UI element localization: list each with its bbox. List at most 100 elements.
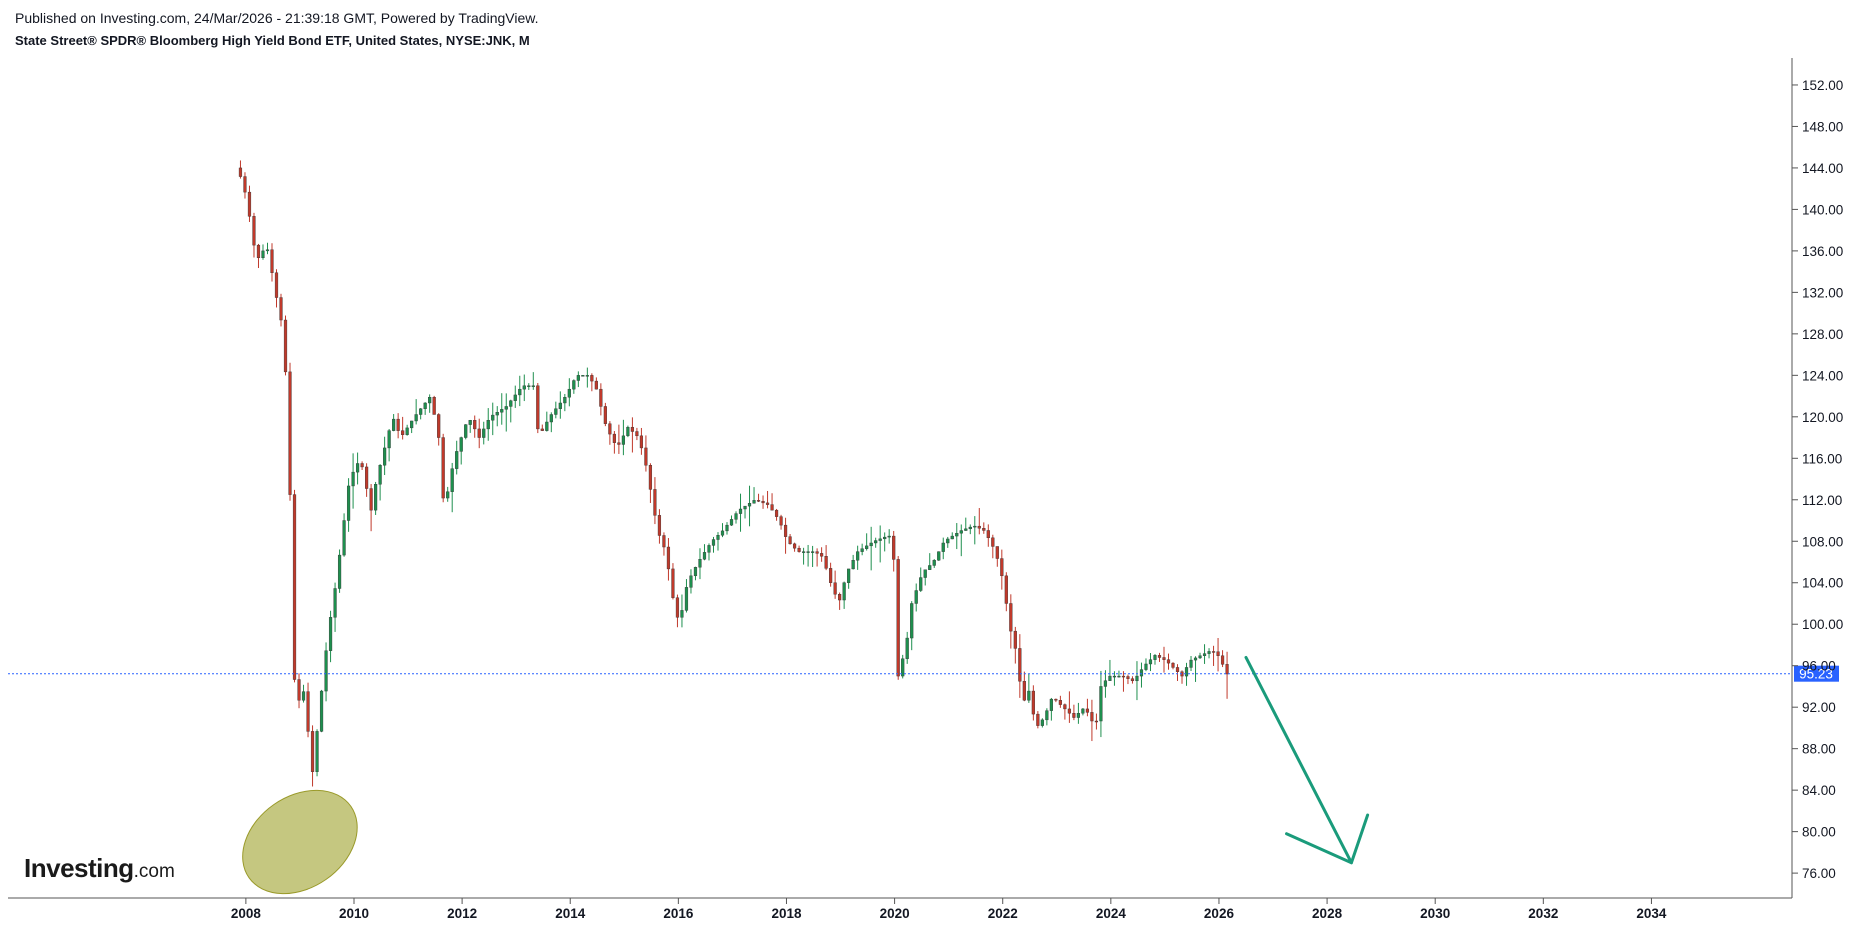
candle-body xyxy=(1022,681,1026,701)
candle-body xyxy=(1139,669,1144,677)
candle-body xyxy=(923,569,927,578)
candle-body xyxy=(310,731,315,772)
candle-body xyxy=(1189,659,1193,668)
candle-body xyxy=(738,508,743,514)
candle-body xyxy=(765,502,770,505)
x-tick-label: 2020 xyxy=(880,906,910,921)
y-tick-label: 120.00 xyxy=(1802,410,1843,425)
candle-body xyxy=(513,394,517,401)
candle-body xyxy=(374,484,378,511)
candle-body xyxy=(1013,630,1017,649)
candle-body xyxy=(1211,651,1216,653)
candle-body xyxy=(292,494,297,680)
candle-body xyxy=(256,244,261,259)
candle-body xyxy=(666,546,671,570)
candle-body xyxy=(711,539,716,546)
y-tick-label: 104.00 xyxy=(1802,576,1843,591)
candle-body xyxy=(1157,655,1162,658)
candle-body xyxy=(653,489,657,516)
candle-body xyxy=(1099,686,1103,722)
candle-body xyxy=(639,435,644,449)
candle-body xyxy=(801,551,806,553)
candle-body xyxy=(955,532,959,537)
candle-body xyxy=(279,297,283,321)
candle-body xyxy=(337,554,342,589)
candle-body xyxy=(405,427,409,435)
candle-body xyxy=(833,582,837,595)
candle-body xyxy=(446,491,450,499)
candle-body xyxy=(328,617,333,651)
candle-body xyxy=(792,543,797,549)
candle-body xyxy=(770,504,774,511)
candle-body xyxy=(982,528,986,531)
candle-body xyxy=(937,551,941,561)
candle-body xyxy=(549,414,553,423)
x-tick-label: 2010 xyxy=(339,906,369,921)
candle-body xyxy=(914,590,918,604)
x-tick-label: 2016 xyxy=(663,906,694,921)
candle-body xyxy=(1094,720,1099,723)
candle-body xyxy=(973,525,977,528)
overlay-layer: 95.23 xyxy=(8,655,1839,895)
candle-body xyxy=(1148,659,1153,665)
candle-body xyxy=(252,216,256,246)
candle-body xyxy=(815,551,819,554)
candle-body xyxy=(585,375,589,377)
candle-body xyxy=(1207,651,1211,654)
candle-body xyxy=(423,402,427,409)
candle-body xyxy=(1126,676,1130,679)
candle-body xyxy=(829,568,833,583)
candle-body xyxy=(874,540,878,544)
candle-body xyxy=(783,524,788,537)
logo-main-text: Investing xyxy=(24,853,134,883)
candle-body xyxy=(1103,680,1108,687)
candle-body xyxy=(991,537,995,547)
candle-body xyxy=(518,388,522,396)
y-tick-label: 100.00 xyxy=(1802,617,1843,632)
candle-body xyxy=(396,418,400,431)
candle-body xyxy=(473,420,477,430)
y-tick-label: 140.00 xyxy=(1802,202,1843,217)
candle-body xyxy=(648,465,653,490)
candle-body xyxy=(1036,713,1040,726)
candle-body xyxy=(1112,675,1117,678)
candle-body xyxy=(698,559,702,568)
candle-body xyxy=(603,406,607,424)
y-tick-label: 132.00 xyxy=(1802,285,1843,300)
candle-body xyxy=(441,437,445,499)
current-price-badge xyxy=(1794,665,1839,682)
candle-body xyxy=(238,167,243,177)
y-tick-label: 92.00 xyxy=(1802,700,1836,715)
candle-body xyxy=(612,433,616,443)
candle-body xyxy=(1198,655,1202,659)
candle-body xyxy=(671,568,675,598)
candle-body xyxy=(1000,558,1004,577)
candle-body xyxy=(635,431,639,437)
candle-body xyxy=(752,500,756,504)
candle-body xyxy=(545,421,549,431)
candle-body xyxy=(369,488,373,511)
candle-body xyxy=(964,528,968,531)
candle-body xyxy=(1121,675,1126,678)
candle-body xyxy=(563,397,567,404)
candle-body xyxy=(1076,713,1080,718)
forecast-arrow-shaft xyxy=(1244,655,1353,865)
candle-body xyxy=(365,466,369,489)
candle-body xyxy=(779,516,783,526)
candle-body xyxy=(901,658,905,677)
candle-body xyxy=(1225,664,1229,675)
candle-body xyxy=(774,509,779,517)
candle-body xyxy=(702,552,707,560)
chart-title: State Street® SPDR® Bloomberg High Yield… xyxy=(15,33,530,48)
candle-body xyxy=(509,400,513,407)
candle-body xyxy=(558,402,562,409)
candle-body xyxy=(351,471,355,487)
candle-body xyxy=(432,397,436,415)
candle-body xyxy=(342,520,346,556)
candle-body xyxy=(684,587,689,611)
x-tick-label: 2028 xyxy=(1312,906,1343,921)
candle-body xyxy=(410,420,414,429)
candle-body xyxy=(1090,712,1094,722)
candle-body xyxy=(594,380,598,390)
